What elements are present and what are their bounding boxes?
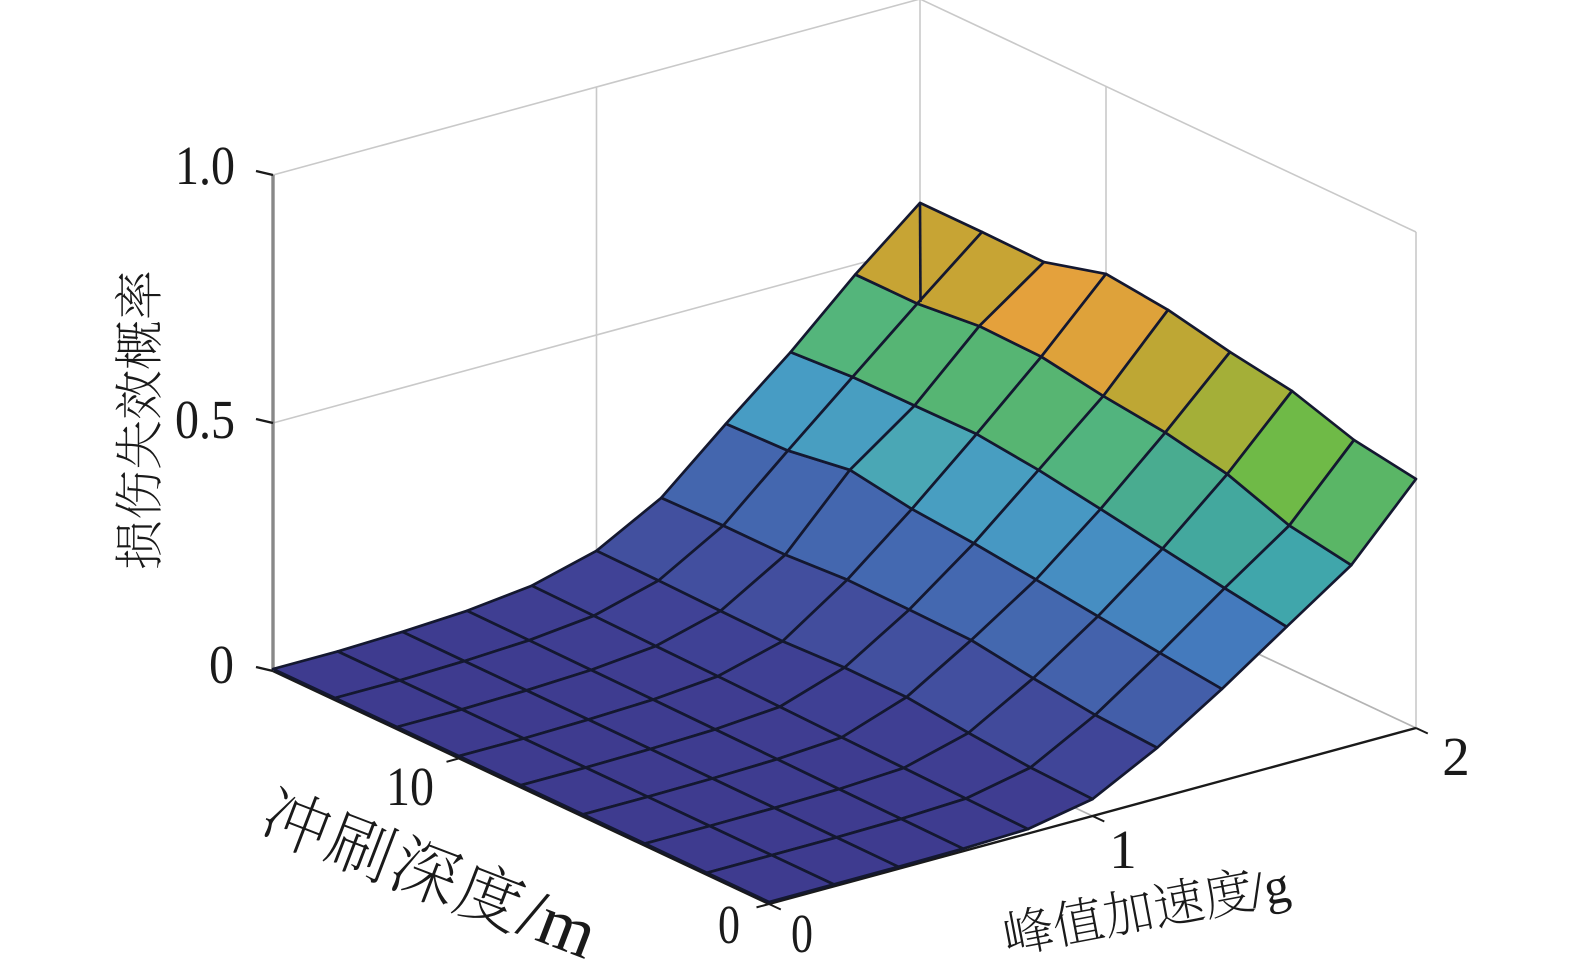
svg-text:1.0: 1.0 [175,135,235,196]
svg-text:0: 0 [718,894,740,955]
svg-text:0: 0 [209,634,234,695]
svg-text:0: 0 [791,903,813,964]
svg-text:1: 1 [1109,819,1137,880]
svg-text:10: 10 [386,756,434,817]
svg-text:0.5: 0.5 [175,389,235,450]
svg-text:2: 2 [1442,726,1470,787]
